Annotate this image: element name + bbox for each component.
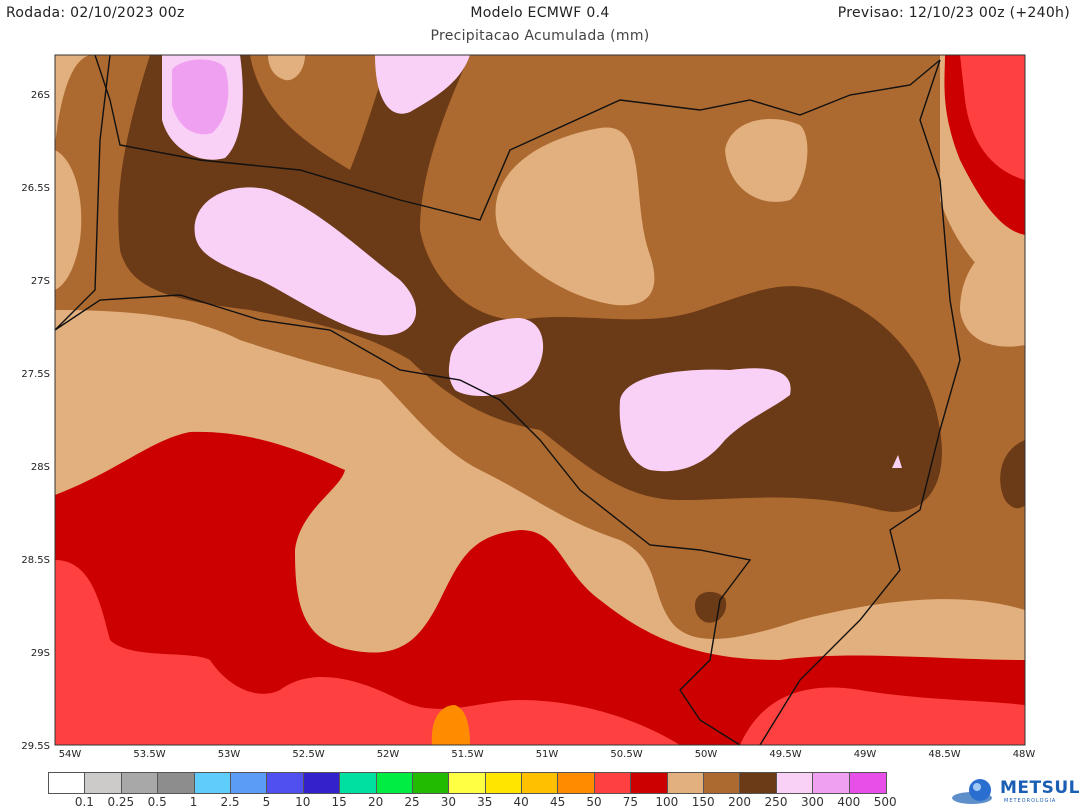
colorbar-label: 300 <box>800 795 824 809</box>
colorbar-swatch <box>667 773 705 793</box>
colorbar-swatch <box>85 773 122 793</box>
region-50mm <box>431 705 470 745</box>
colorbar-swatch <box>449 773 486 793</box>
lon-label: 51W <box>536 749 559 760</box>
lon-label: 50W <box>695 749 718 760</box>
colorbar-label: 150 <box>691 795 715 809</box>
colorbar-label: 1 <box>189 795 198 809</box>
colorbar-label: 75 <box>622 795 639 809</box>
lat-label: 26S <box>31 90 50 101</box>
colorbar-label: 45 <box>549 795 566 809</box>
region-75mm-right <box>740 687 1025 745</box>
colorbar-swatch <box>631 773 668 793</box>
colorbar-swatch <box>485 773 523 793</box>
lat-label: 29.5S <box>21 741 50 752</box>
colorbar <box>48 772 887 794</box>
lon-label: 53W <box>218 749 241 760</box>
lat-label: 28S <box>31 462 50 473</box>
colorbar-label: 100 <box>655 795 679 809</box>
lat-label: 26.5S <box>21 183 50 194</box>
map-frame <box>54 54 1026 746</box>
colorbar-swatch <box>230 773 268 793</box>
logo-name: METSUL <box>1000 778 1080 798</box>
region-75mm-ne <box>960 55 1025 180</box>
lon-label: 54W <box>59 749 82 760</box>
forecast-date-label: Previsao: 12/10/23 00z (+240h) <box>837 5 1070 21</box>
colorbar-label: 250 <box>764 795 788 809</box>
colorbar-label: 200 <box>728 795 752 809</box>
colorbar-swatch <box>594 773 632 793</box>
precipitation-map: 26S 26.5S 27S 27.5S 28S 28.5S 29S 29.5S 54W 53.5… <box>21 54 1036 760</box>
colorbar-swatch <box>776 773 814 793</box>
metsul-logo <box>952 779 992 804</box>
logo-tagline: METEOROLOGIA <box>1004 798 1057 804</box>
colorbar-swatch <box>340 773 377 793</box>
lon-label: 52W <box>377 749 400 760</box>
colorbar-label: 0.5 <box>147 795 167 809</box>
colorbar-label: 0.25 <box>107 795 135 809</box>
lon-label: 49W <box>854 749 877 760</box>
colorbar-swatch <box>121 773 159 793</box>
colorbar-label: 10 <box>295 795 311 809</box>
run-date-label: Rodada: 02/10/2023 00z <box>6 5 185 21</box>
lon-label: 52.5W <box>292 749 324 760</box>
colorbar-label: 35 <box>477 795 493 809</box>
colorbar-label: 25 <box>404 795 420 809</box>
region-250mm-right <box>1000 440 1025 509</box>
colorbar-swatch <box>813 773 850 793</box>
colorbar-label: 20 <box>367 795 384 809</box>
lon-label: 48.5W <box>928 749 960 760</box>
colorbar-label: 30 <box>440 795 457 809</box>
model-title: Modelo ECMWF 0.4 <box>470 5 610 21</box>
region-100mm <box>55 431 1025 745</box>
lon-label: 53.5W <box>133 749 165 760</box>
colorbar-swatch <box>49 773 86 793</box>
lon-label: 49.5W <box>769 749 801 760</box>
region-400mm <box>172 59 229 135</box>
colorbar-swatch <box>376 773 413 793</box>
lat-label: 28.5S <box>21 555 50 566</box>
colorbar-label: 15 <box>331 795 347 809</box>
borders <box>55 55 961 745</box>
colorbar-label: 40 <box>513 795 529 809</box>
colorbar-swatch <box>704 773 741 793</box>
colorbar-label: 5 <box>262 795 271 809</box>
region-250mm-small <box>695 591 727 623</box>
colorbar-label: 50 <box>586 795 602 809</box>
colorbar-swatch <box>412 773 450 793</box>
colorbar-swatch <box>194 773 231 793</box>
colorbar-label: 0.1 <box>74 795 94 809</box>
colorbar-swatch <box>267 773 304 793</box>
lon-label: 51.5W <box>451 749 483 760</box>
colorbar-swatch <box>849 773 886 793</box>
lat-label: 27S <box>31 276 50 287</box>
colorbar-label: 500 <box>873 795 897 809</box>
lat-label: 27.5S <box>21 369 50 380</box>
colorbar-swatch <box>558 773 595 793</box>
colorbar-label: 400 <box>837 795 861 809</box>
colorbar-swatch <box>522 773 559 793</box>
lon-label: 48W <box>1013 749 1036 760</box>
colorbar-swatch <box>740 773 777 793</box>
colorbar-label: 2.5 <box>220 795 240 809</box>
region-75mm <box>55 560 680 745</box>
lon-label: 50.5W <box>610 749 642 760</box>
colorbar-swatch <box>303 773 341 793</box>
colorbar-swatch <box>158 773 195 793</box>
lat-label: 29S <box>31 648 50 659</box>
map-subtitle: Precipitacao Acumulada (mm) <box>430 28 650 44</box>
